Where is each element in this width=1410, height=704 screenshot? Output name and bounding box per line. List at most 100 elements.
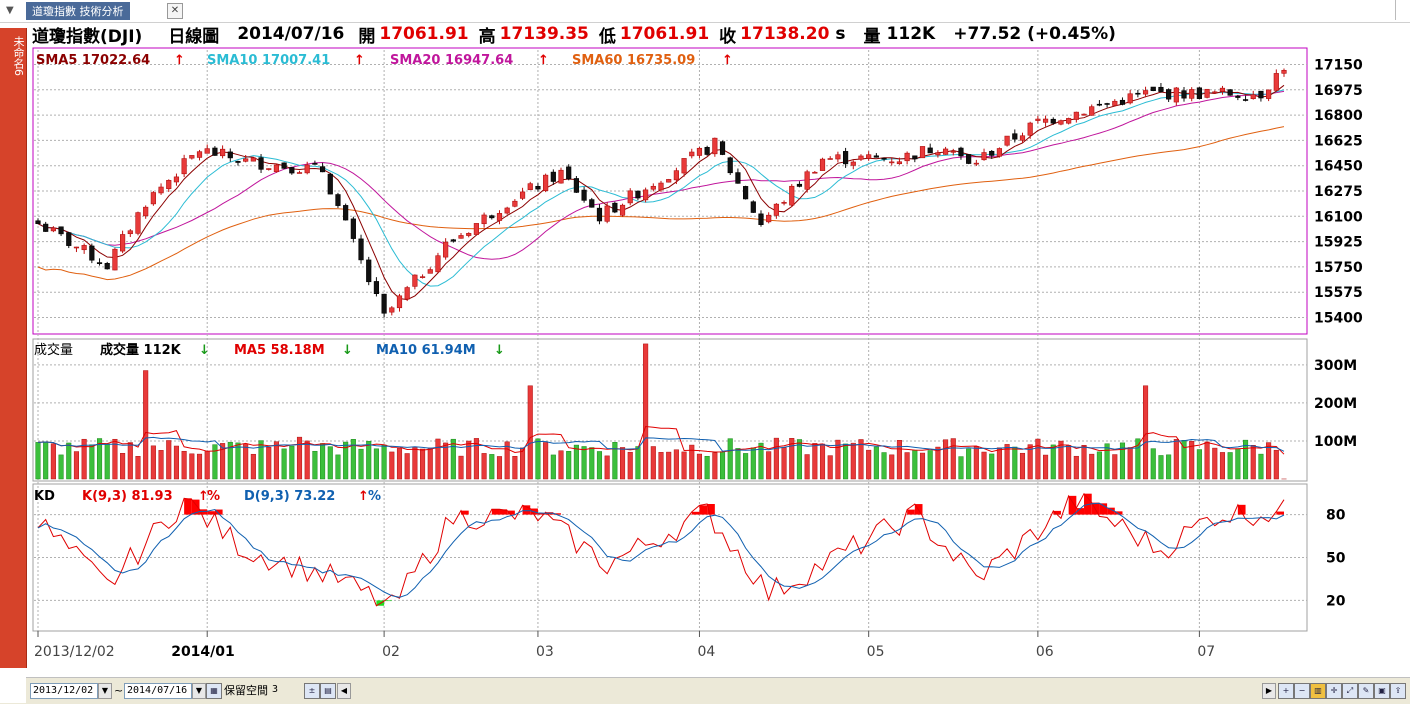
high-label: 高 bbox=[479, 22, 496, 47]
volume-bar bbox=[1089, 454, 1094, 479]
draw-icon[interactable]: ✎ bbox=[1358, 683, 1374, 699]
volume-bar bbox=[651, 446, 656, 479]
end-date-field[interactable]: 2014/07/16 bbox=[124, 683, 192, 699]
crosshair-icon[interactable]: ✛ bbox=[1326, 683, 1342, 699]
tab-close-button[interactable]: ✕ bbox=[167, 3, 183, 19]
stock-chart[interactable]: 1715016975168001662516450162751610015925… bbox=[26, 46, 1410, 677]
candle-body bbox=[220, 149, 225, 156]
quote-header: 道瓊指數(DJI) 日線圖 2014/07/16 開 17061.91 高 17… bbox=[32, 22, 1126, 46]
candle-body bbox=[228, 152, 233, 158]
scroll-right-button[interactable]: ▶ bbox=[1262, 683, 1276, 699]
zoom-in-icon[interactable]: + bbox=[1278, 683, 1294, 699]
scroll-left-button[interactable]: ◀ bbox=[337, 683, 351, 699]
candle-body bbox=[1197, 88, 1202, 99]
candle-body bbox=[243, 159, 248, 162]
sma10-arrow-icon: ↑ bbox=[354, 53, 365, 68]
workspace-tab-label[interactable]: 未命名6 bbox=[2, 36, 24, 76]
volume-bar bbox=[774, 438, 779, 479]
candle-body bbox=[843, 151, 848, 164]
candle-body bbox=[1120, 100, 1125, 104]
price-tick-label: 16275 bbox=[1314, 184, 1363, 200]
candle-body bbox=[559, 170, 564, 183]
volume-bar bbox=[513, 456, 518, 479]
volume-bar bbox=[382, 445, 387, 479]
volume-bar bbox=[759, 443, 764, 479]
candle-body bbox=[1151, 87, 1156, 91]
candle-body bbox=[1143, 91, 1148, 95]
x-tick-label: 05 bbox=[867, 644, 885, 660]
candle-body bbox=[405, 288, 410, 299]
start-date-field[interactable]: 2013/12/02 bbox=[30, 683, 98, 699]
tab-technical-analysis[interactable]: 道瓊指數 技術分析 bbox=[26, 2, 130, 20]
volume-bar bbox=[413, 448, 418, 479]
price-tick-label: 15750 bbox=[1314, 260, 1363, 276]
candle-body bbox=[59, 227, 64, 234]
volume-bar bbox=[328, 447, 333, 479]
volume-bar bbox=[728, 439, 733, 479]
candle-body bbox=[336, 195, 341, 206]
tab-dropdown-icon[interactable]: ▼ bbox=[6, 5, 14, 16]
candle-body bbox=[566, 167, 571, 179]
fit-icon[interactable]: ⤢ bbox=[1342, 683, 1358, 699]
start-date-dropdown-icon[interactable]: ▼ bbox=[98, 683, 112, 699]
x-tick-label: 04 bbox=[697, 644, 715, 660]
export-icon[interactable]: ⇪ bbox=[1390, 683, 1406, 699]
volume-bar bbox=[305, 441, 310, 479]
candle-body bbox=[251, 158, 256, 161]
volume-bar bbox=[1197, 450, 1202, 479]
volume-bar bbox=[43, 442, 48, 479]
candle-body bbox=[613, 203, 618, 212]
volume-bar bbox=[159, 450, 164, 479]
candle-body bbox=[605, 206, 610, 221]
candle-body bbox=[489, 216, 494, 218]
volume-bar bbox=[459, 456, 464, 479]
candle-body bbox=[736, 173, 741, 184]
workspace-ribbon[interactable]: 未命名6 bbox=[0, 28, 27, 668]
volume-bar bbox=[666, 452, 671, 479]
candle-body bbox=[366, 260, 371, 282]
stepper-icon[interactable]: ± bbox=[304, 683, 320, 699]
tab-bar: ▼ 道瓊指數 技術分析 ✕ bbox=[0, 0, 1410, 23]
candle-body bbox=[1243, 100, 1248, 101]
low-label: 低 bbox=[599, 22, 616, 47]
zoom-out-icon[interactable]: − bbox=[1294, 683, 1310, 699]
volume-bar bbox=[443, 443, 448, 479]
kd-overbought-zone bbox=[699, 505, 707, 514]
x-tick-label: 03 bbox=[536, 644, 554, 660]
print-icon[interactable]: ▣ bbox=[1374, 683, 1390, 699]
candle-body bbox=[382, 294, 387, 313]
candle-body bbox=[697, 148, 702, 155]
volume-bar bbox=[205, 451, 210, 479]
candle-body bbox=[543, 175, 548, 191]
candle-body bbox=[351, 219, 356, 239]
candle-body bbox=[797, 184, 802, 186]
candle-body bbox=[159, 187, 164, 193]
volume-bar bbox=[151, 446, 156, 479]
candle-body bbox=[997, 148, 1002, 156]
kd-tick-label: 80 bbox=[1326, 508, 1346, 524]
volume-bar bbox=[843, 444, 848, 479]
end-date-dropdown-icon[interactable]: ▼ bbox=[192, 683, 206, 699]
chart-type-icon[interactable]: ▥ bbox=[1310, 683, 1326, 699]
volume-ma10-arrow-icon: ↓ bbox=[494, 343, 505, 358]
volume-bar bbox=[1205, 442, 1210, 479]
volume-bar bbox=[36, 442, 41, 479]
period-icon[interactable]: ▦ bbox=[206, 683, 222, 699]
volume-bar bbox=[1259, 454, 1264, 479]
settings-icon[interactable]: ▤ bbox=[320, 683, 336, 699]
volume-bar bbox=[166, 440, 171, 479]
sma20-legend: SMA20 16947.64 bbox=[390, 53, 513, 68]
change-value: +77.52 (+0.45%) bbox=[953, 24, 1116, 44]
volume-bar bbox=[128, 443, 133, 479]
candle-body bbox=[774, 204, 779, 215]
candle-body bbox=[674, 171, 679, 180]
volume-bar bbox=[974, 447, 979, 479]
candle-body bbox=[705, 147, 710, 154]
candle-body bbox=[520, 192, 525, 198]
sma60-arrow-icon: ↑ bbox=[722, 53, 733, 68]
volume-tick-label: 100M bbox=[1314, 434, 1357, 450]
candle-body bbox=[651, 186, 656, 189]
volume-bar bbox=[713, 453, 718, 479]
